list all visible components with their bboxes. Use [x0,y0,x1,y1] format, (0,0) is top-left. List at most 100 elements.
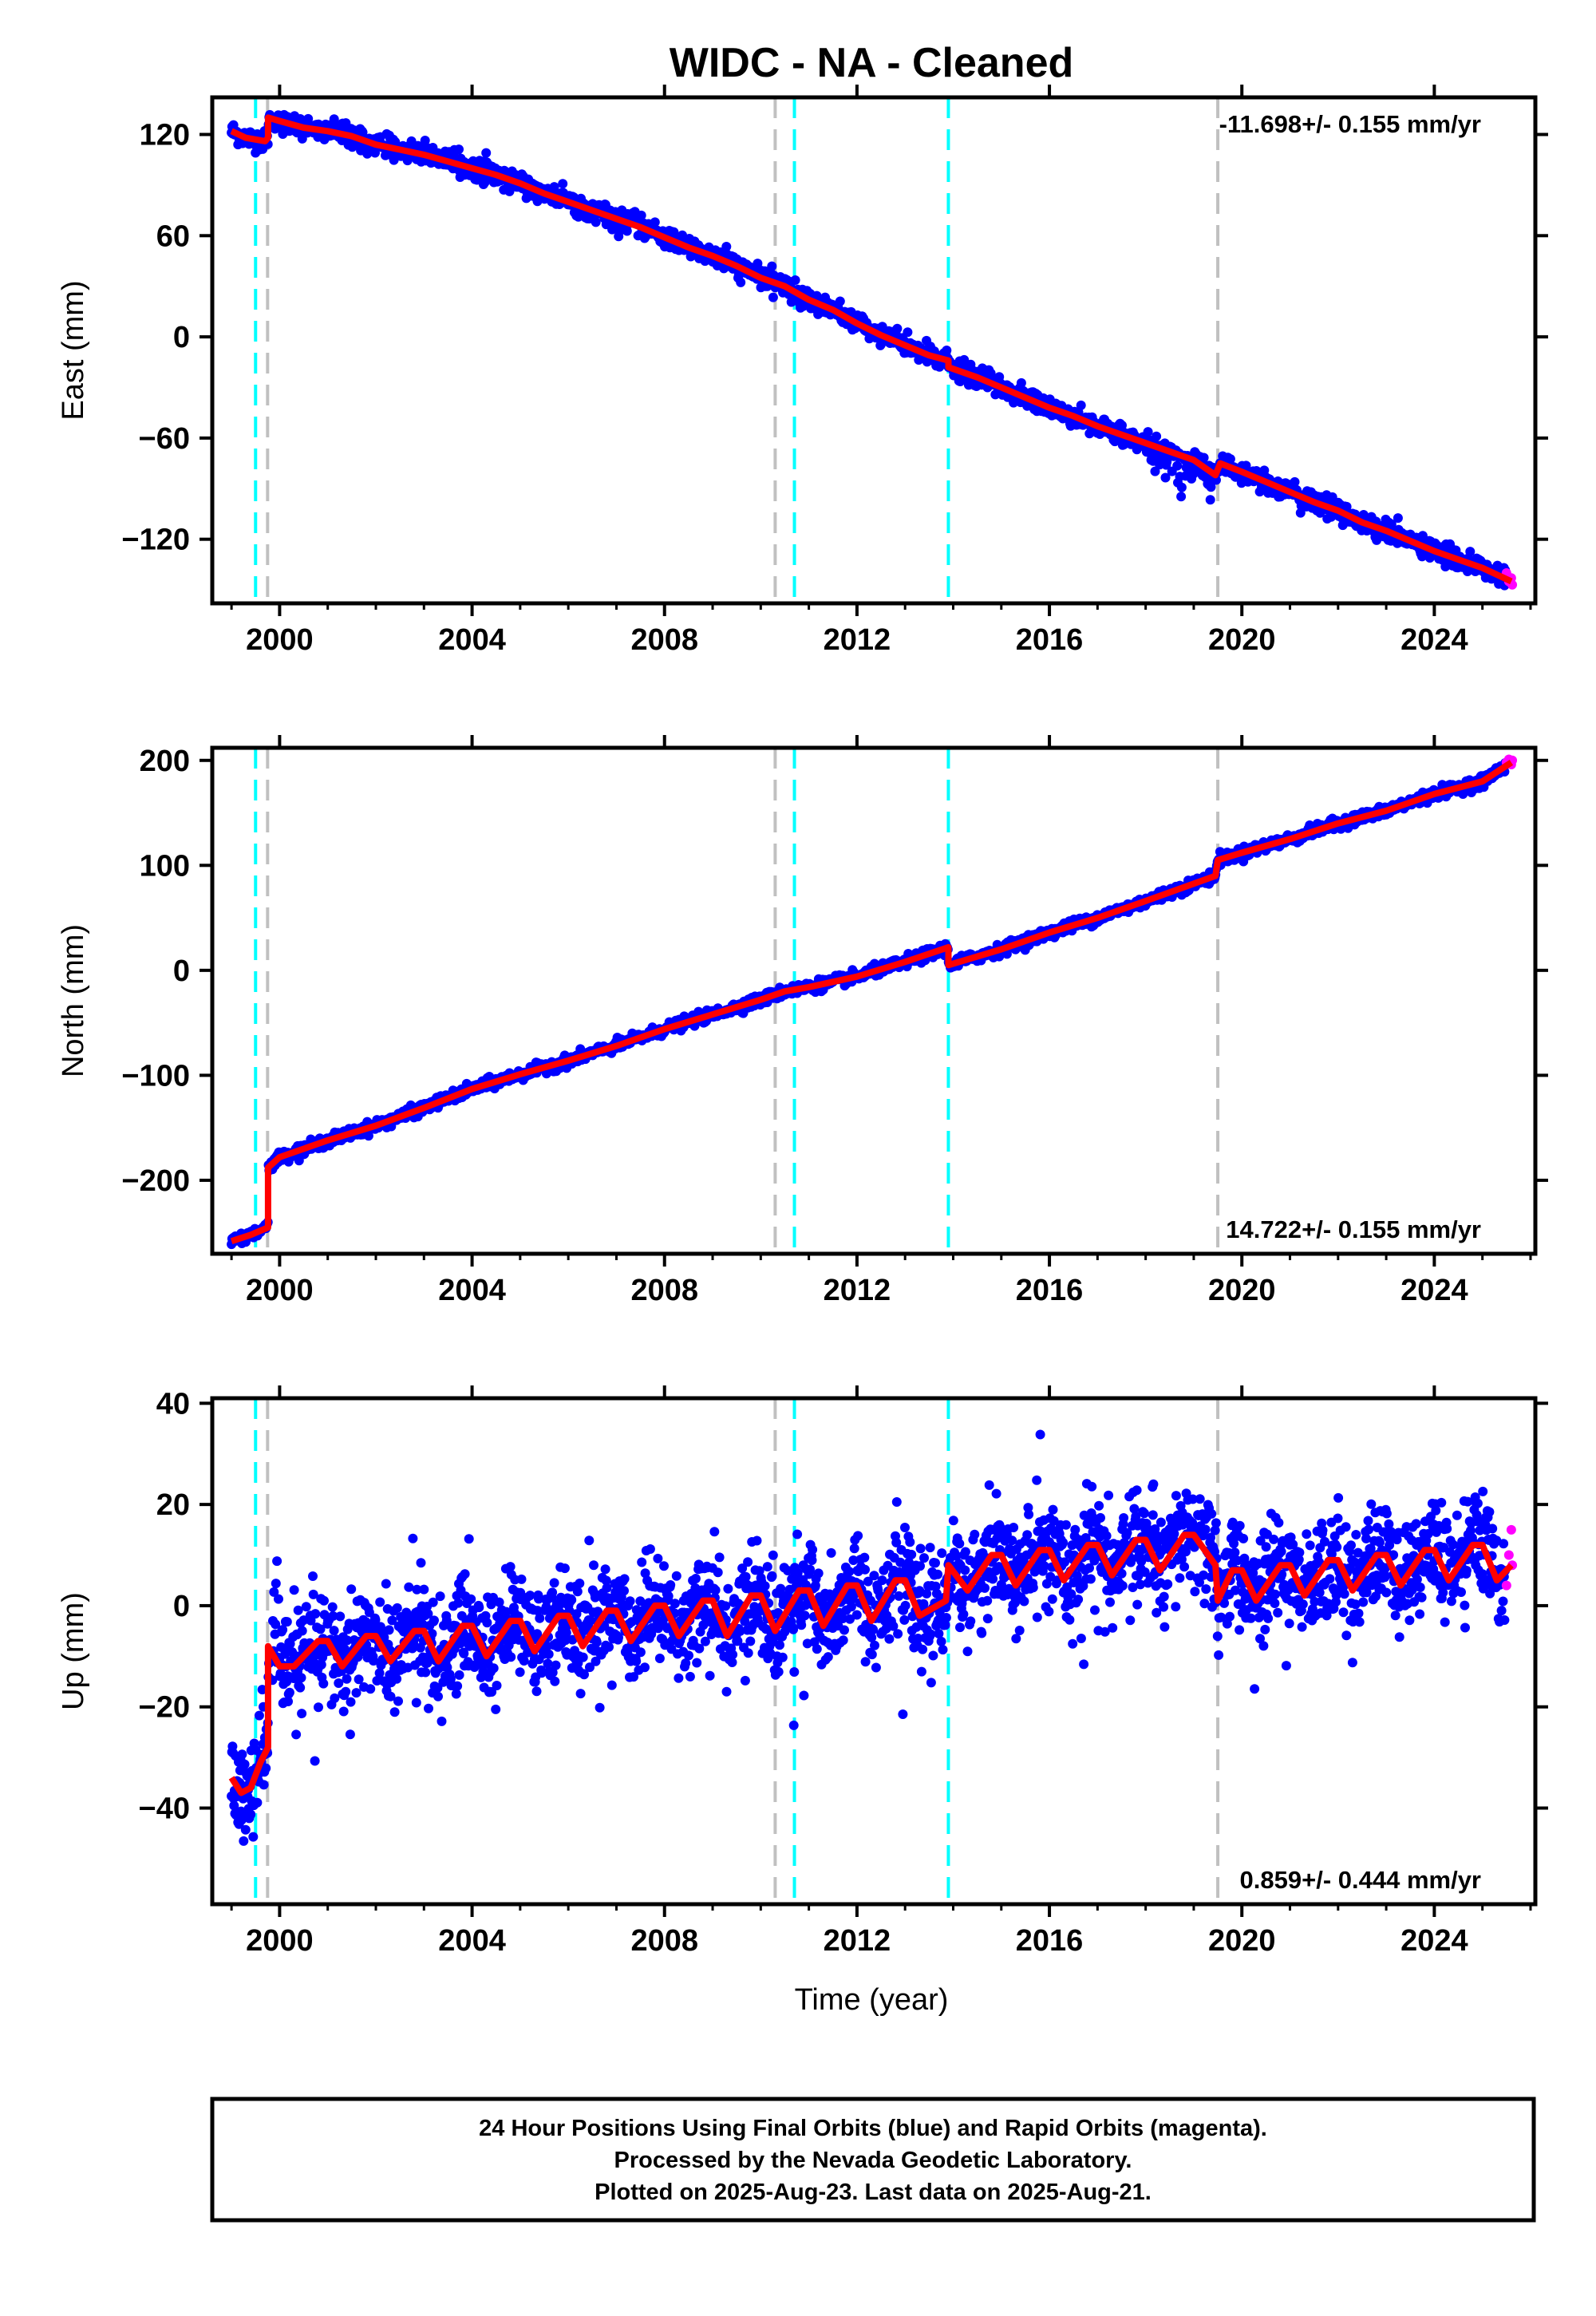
data-point [269,1587,279,1597]
data-point [505,1562,516,1572]
data-point [645,1544,655,1554]
data-point [1172,460,1183,471]
data-point [1176,492,1187,502]
data-point [591,217,601,227]
y-tick-label: −120 [121,524,190,557]
data-point [412,1584,422,1595]
data-point [314,1702,323,1713]
data-point [671,1571,681,1581]
data-point [289,1585,299,1595]
data-point [559,1563,570,1574]
data-point [487,1687,497,1697]
data-point [329,1626,339,1636]
y-axis-label: North (mm) [57,924,90,1077]
data-point [392,1603,402,1613]
x-tick-label: 2024 [1400,623,1468,657]
x-tick-label: 2004 [438,623,506,657]
data-point [341,1686,351,1697]
data-point [404,1582,414,1592]
data-point [254,1710,264,1721]
data-point [460,1569,470,1579]
data-point [494,1597,504,1607]
data-point [282,1617,292,1627]
data-point [358,127,368,137]
data-point [370,148,380,158]
data-point [297,1709,307,1719]
plot-area [227,1398,1518,1904]
data-point [1143,427,1153,437]
data-point [328,1611,338,1621]
data-point [437,1716,447,1726]
y-tick-label: 200 [140,745,190,778]
data-point [459,1648,469,1658]
data-point [274,1594,283,1604]
data-point [423,1609,433,1619]
data-point [392,1674,402,1684]
data-point [584,1535,595,1546]
data-point [335,1611,346,1622]
data-point [625,1596,635,1607]
data-point [416,1558,426,1568]
data-point [659,1561,669,1571]
data-point [419,1584,429,1595]
data-point [316,1659,326,1670]
y-tick-label: −200 [121,1164,190,1198]
data-point [295,1682,306,1693]
y-tick-label: 0 [173,954,190,988]
data-point [629,1672,638,1682]
data-point [488,1663,499,1674]
data-point [229,1800,239,1811]
model-fit-line [230,760,1514,1245]
data-point [381,1579,391,1589]
data-point [435,1591,445,1602]
data-point [342,1674,352,1684]
data-point [835,296,845,306]
data-point [892,323,903,334]
data-point [1417,531,1428,541]
data-point [284,1687,294,1697]
data-point [637,1557,647,1567]
data-point [591,1637,602,1647]
data-point [547,1667,558,1678]
data-point [474,1603,484,1613]
data-point [590,1592,600,1603]
data-point [424,1703,433,1713]
data-point [375,1597,385,1607]
data-point [601,1575,611,1586]
plot-frame [210,745,1538,1256]
data-point [585,1662,595,1673]
data-point [654,1654,665,1663]
data-point [589,1560,598,1571]
data-point [389,1707,400,1717]
x-tick-label: 2008 [630,623,698,657]
data-point [365,1684,376,1694]
data-point [636,210,646,220]
data-point [420,136,430,145]
data-point [481,148,492,158]
data-point [619,1586,629,1596]
y-axis-label: East (mm) [57,280,90,420]
data-point [515,1667,525,1678]
y-tick-label: 120 [140,118,190,152]
data-point [549,182,559,192]
data-point [466,1594,476,1604]
data-point [942,346,952,355]
data-point [1225,454,1235,464]
data-point [261,1763,271,1773]
data-point [575,1689,586,1699]
data-point [790,275,800,285]
data-point [753,259,763,269]
x-tick-label: 2020 [1208,1274,1276,1307]
data-point [506,1652,516,1662]
data-point [604,1642,614,1652]
data-point [685,1671,695,1682]
x-tick-label: 2020 [1208,623,1276,657]
data-point [674,1673,684,1683]
up-panel: 2000 2004 2008 2012 2016 2020 2024−40−2002040U… [57,1385,1548,1958]
data-point [345,1729,355,1740]
data-point [561,1627,571,1638]
data-point [663,1591,674,1601]
data-point [296,1673,306,1683]
data-point [504,186,515,196]
data-point [283,1697,293,1706]
